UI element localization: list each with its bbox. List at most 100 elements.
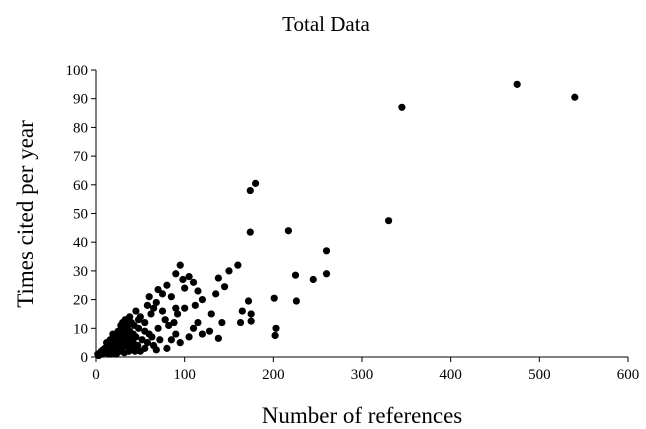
data-point [309,275,317,284]
x-tick-label: 400 [439,367,462,383]
data-point [176,339,184,347]
data-point [247,317,255,325]
data-point [173,310,182,318]
data-point [138,336,146,344]
data-point [103,339,111,347]
data-point [189,278,198,286]
data-point [124,321,132,330]
data-point [181,304,189,312]
axes: 0 100 200 300 400 500 600 0 10 20 30 40 50 60 70 80 90 10… [66,63,640,383]
data-point [513,80,521,88]
y-tick-label: 60 [73,178,88,194]
data-point [292,297,300,305]
x-axis-title: Number of references [262,403,463,428]
data-point [145,293,153,301]
data-point [134,316,143,324]
data-point [244,297,253,305]
data-point [218,318,226,327]
data-point [398,103,406,111]
data-point [117,321,125,330]
data-point [270,294,278,302]
data-point [172,304,180,312]
chart-title: Total Data [282,12,370,36]
data-point [132,307,140,315]
data-point [198,330,206,338]
data-point [109,330,117,338]
x-tick-label: 500 [528,367,551,383]
data-point [194,318,202,327]
data-point [127,333,136,341]
data-point [246,228,254,236]
y-tick-label: 20 [73,293,88,309]
data-point [170,318,178,327]
data-point [205,327,214,335]
y-tick-label: 10 [73,321,88,337]
data-point [236,318,245,327]
data-point [158,290,167,298]
y-tick-label: 50 [73,207,88,223]
data-points [94,80,579,360]
data-point [322,247,331,255]
data-point [571,93,579,101]
data-point [220,283,229,291]
data-point [94,350,102,358]
data-point [189,324,198,332]
x-tick-label: 200 [262,367,285,383]
data-point [271,331,279,340]
data-point [121,316,129,324]
y-tick-label: 70 [73,149,88,165]
data-point [154,324,162,332]
data-point [214,334,222,342]
data-point [152,346,160,354]
data-point [198,296,206,304]
data-point [284,227,293,235]
data-point [147,310,155,318]
data-point [103,347,112,355]
data-point [212,290,220,298]
data-point [207,310,215,318]
data-point [185,273,193,281]
data-point [291,271,300,279]
data-point [141,318,149,327]
y-tick-label: 40 [73,235,88,251]
data-point [167,336,175,344]
y-axis-title: Times cited per year [13,120,38,308]
y-tick-label: 80 [73,120,88,136]
data-point [176,261,184,269]
data-point [172,270,180,278]
data-point [172,330,180,338]
data-point [150,304,158,312]
data-point [123,341,131,350]
data-point [238,307,246,315]
data-point [152,298,160,307]
data-point [154,285,162,294]
data-point [185,333,193,341]
data-point [161,316,169,324]
data-point [158,307,167,315]
data-point [272,324,280,332]
data-point [143,339,152,347]
data-point [247,310,255,318]
x-tick-label: 300 [351,367,374,383]
data-point [225,267,233,275]
data-point [163,281,171,289]
data-point [191,301,199,309]
data-point [385,217,393,225]
data-point [148,333,156,341]
data-point [246,186,254,195]
data-point [130,321,138,330]
data-point [181,284,189,292]
data-point [214,274,222,282]
y-tick-label: 0 [81,350,89,366]
data-point [234,261,242,269]
data-point [129,339,137,347]
data-point [165,321,173,330]
x-tick-label: 600 [617,367,640,383]
data-point [167,293,175,301]
y-tick-label: 100 [66,63,89,79]
data-point [194,287,202,295]
data-point [179,275,187,284]
data-point [163,344,171,352]
